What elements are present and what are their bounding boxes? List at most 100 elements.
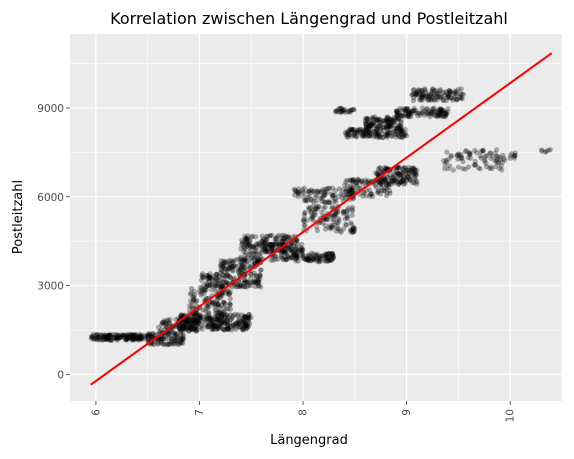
data-point bbox=[179, 321, 185, 327]
data-point bbox=[226, 291, 232, 297]
data-point bbox=[196, 313, 202, 319]
data-point bbox=[258, 267, 264, 273]
data-point bbox=[229, 327, 235, 333]
data-point bbox=[228, 264, 235, 270]
data-point bbox=[181, 322, 187, 328]
data-point bbox=[425, 96, 432, 102]
data-point bbox=[159, 320, 166, 326]
data-point bbox=[242, 314, 248, 320]
data-point bbox=[293, 258, 299, 264]
data-point bbox=[103, 335, 109, 341]
data-point bbox=[467, 151, 473, 157]
data-point bbox=[243, 321, 249, 327]
data-point bbox=[207, 282, 213, 288]
data-point bbox=[283, 248, 289, 255]
data-point bbox=[122, 337, 129, 343]
data-point bbox=[241, 319, 247, 325]
data-point bbox=[202, 287, 208, 293]
data-point bbox=[422, 86, 428, 92]
data-point bbox=[218, 303, 224, 309]
data-point bbox=[209, 299, 216, 305]
data-point bbox=[89, 333, 95, 339]
data-point bbox=[438, 113, 444, 119]
data-point bbox=[225, 322, 231, 328]
data-point bbox=[158, 337, 164, 343]
data-point bbox=[227, 312, 233, 318]
data-point bbox=[220, 261, 227, 267]
data-point bbox=[202, 308, 208, 314]
y-tick-label: 9000 bbox=[37, 103, 64, 115]
data-point bbox=[342, 216, 348, 222]
minor-gridlines bbox=[70, 34, 563, 401]
data-point bbox=[192, 310, 198, 316]
data-point bbox=[210, 324, 216, 330]
data-point bbox=[245, 237, 251, 244]
data-point bbox=[258, 284, 264, 290]
data-point bbox=[93, 336, 99, 342]
data-point bbox=[138, 333, 144, 339]
data-point bbox=[133, 335, 139, 341]
data-point bbox=[205, 283, 211, 289]
data-point bbox=[444, 149, 450, 155]
data-point bbox=[211, 323, 217, 329]
data-point bbox=[136, 333, 142, 339]
data-point bbox=[187, 318, 193, 324]
data-points bbox=[88, 86, 553, 348]
data-point bbox=[191, 317, 197, 323]
data-point bbox=[237, 258, 244, 264]
x-axis-ticks: 6 7 8 9 10 bbox=[90, 401, 517, 422]
data-point bbox=[244, 322, 250, 328]
data-point bbox=[246, 312, 252, 318]
data-point bbox=[203, 314, 209, 320]
data-point bbox=[199, 313, 205, 319]
data-point bbox=[188, 322, 194, 328]
data-point bbox=[239, 262, 245, 268]
data-point bbox=[96, 332, 102, 338]
data-point bbox=[228, 258, 234, 264]
data-point bbox=[138, 335, 144, 341]
data-point bbox=[171, 340, 178, 346]
data-point bbox=[224, 323, 230, 329]
data-point bbox=[224, 317, 230, 323]
data-point bbox=[186, 322, 192, 328]
data-point bbox=[256, 279, 262, 286]
data-point bbox=[249, 259, 255, 265]
data-point bbox=[216, 274, 222, 280]
data-point bbox=[349, 187, 355, 193]
data-point bbox=[209, 317, 215, 323]
data-point bbox=[295, 253, 301, 259]
data-point bbox=[172, 330, 178, 336]
data-point bbox=[136, 335, 142, 341]
data-point bbox=[340, 107, 346, 113]
data-point bbox=[195, 320, 201, 326]
data-point bbox=[156, 337, 162, 343]
data-point bbox=[179, 335, 186, 341]
data-point bbox=[221, 272, 227, 279]
data-point bbox=[221, 269, 227, 275]
data-point bbox=[229, 260, 235, 266]
data-point bbox=[117, 334, 123, 341]
data-point bbox=[197, 315, 203, 321]
data-point bbox=[218, 321, 224, 327]
data-point bbox=[188, 317, 194, 323]
data-point bbox=[169, 341, 175, 347]
data-point bbox=[300, 247, 306, 253]
data-point bbox=[178, 329, 184, 335]
data-point bbox=[208, 283, 214, 289]
data-point bbox=[205, 275, 211, 281]
data-point bbox=[147, 332, 153, 338]
data-point bbox=[135, 337, 142, 343]
data-point bbox=[248, 314, 254, 320]
data-point bbox=[190, 299, 196, 305]
data-point bbox=[314, 190, 321, 196]
data-point bbox=[222, 259, 229, 266]
data-point bbox=[198, 277, 204, 283]
data-point bbox=[241, 325, 247, 331]
data-point bbox=[339, 195, 345, 201]
data-point bbox=[543, 148, 549, 154]
data-point bbox=[198, 292, 204, 298]
data-point bbox=[308, 216, 315, 222]
data-point bbox=[189, 318, 195, 324]
data-point bbox=[199, 326, 205, 332]
